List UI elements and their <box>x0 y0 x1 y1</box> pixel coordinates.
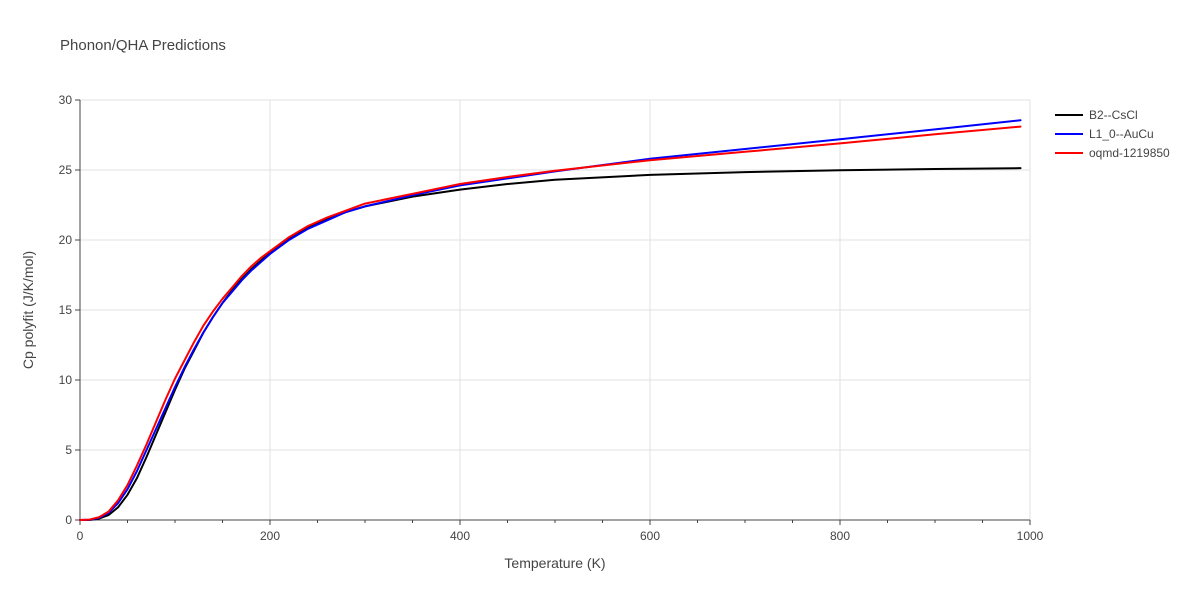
x-tick-label: 1000 <box>1017 529 1044 543</box>
series-lines <box>79 119 1022 521</box>
x-tick-label: 400 <box>450 529 470 543</box>
x-tick-label: 0 <box>77 529 84 543</box>
y-tick-label: 30 <box>59 93 73 107</box>
legend-label: L1_0--AuCu <box>1089 127 1154 141</box>
legend-item-2[interactable]: L1_0--AuCu <box>1055 127 1154 141</box>
y-tick-label: 15 <box>59 303 73 317</box>
y-tick-label: 10 <box>59 373 73 387</box>
legend[interactable]: B2--CsCl L1_0--AuCu oqmd-1219850 <box>1055 108 1170 160</box>
y-tick-label: 0 <box>65 513 72 527</box>
x-tick-label: 800 <box>830 529 850 543</box>
y-tick-label: 25 <box>59 163 73 177</box>
series-line-2 <box>79 119 1022 521</box>
axes: 0 5 10 15 20 25 30 0 200 400 600 800 1000 <box>59 93 1044 543</box>
x-axis-title: Temperature (K) <box>504 555 605 571</box>
y-axis-title: Cp polyfit (J/K/mol) <box>20 251 36 369</box>
x-tick-label: 200 <box>260 529 280 543</box>
y-tick-label: 20 <box>59 233 73 247</box>
legend-label: B2--CsCl <box>1089 108 1138 122</box>
series-line-3 <box>79 125 1022 521</box>
chart-title: Phonon/QHA Predictions <box>60 37 226 54</box>
legend-label: oqmd-1219850 <box>1089 146 1170 160</box>
y-tick-label: 5 <box>65 443 72 457</box>
x-tick-label: 600 <box>640 529 660 543</box>
legend-item-1[interactable]: B2--CsCl <box>1055 108 1138 122</box>
legend-item-3[interactable]: oqmd-1219850 <box>1055 146 1170 160</box>
